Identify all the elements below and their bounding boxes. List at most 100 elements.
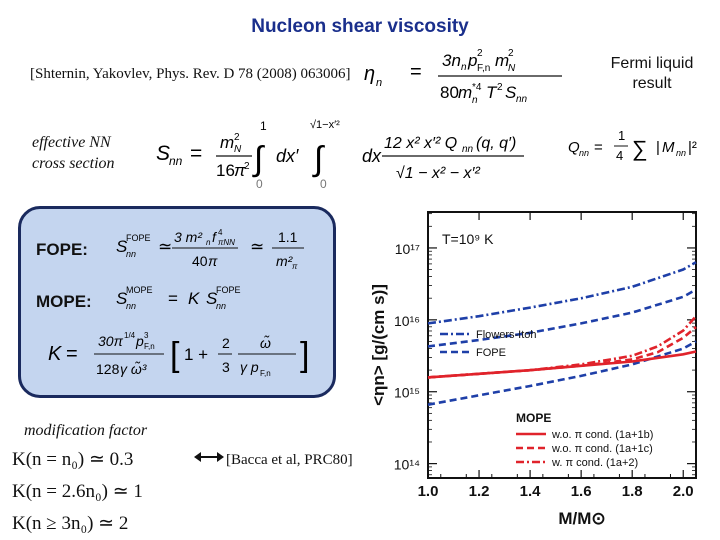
- svg-text:p: p: [467, 51, 477, 70]
- svg-text:≃: ≃: [250, 237, 264, 256]
- svg-text:12 x² x′² Q: 12 x² x′² Q: [384, 135, 457, 152]
- svg-text:2: 2: [234, 132, 240, 143]
- svg-text:3: 3: [144, 331, 149, 340]
- svg-text:nn: nn: [216, 301, 226, 311]
- svg-text:nn: nn: [579, 148, 589, 158]
- svg-text:]: ]: [300, 336, 309, 374]
- svg-text:0: 0: [320, 177, 327, 191]
- snn-formula: S nn = m 2 N 16 π 2 1 ∫ 0 dx′ √1−x′² ∫ 0…: [156, 119, 524, 191]
- svg-text:F,n: F,n: [144, 342, 155, 351]
- svg-text:2: 2: [222, 335, 230, 351]
- svg-text:|: |: [656, 139, 660, 156]
- svg-text:=: =: [594, 139, 603, 156]
- svg-text:2: 2: [497, 82, 503, 93]
- svg-text:ω̃: ω̃: [260, 335, 271, 351]
- svg-text:√1 − x² − x′²: √1 − x² − x′²: [396, 165, 480, 182]
- legend-entry: w.o. π cond. (1a+1b): [551, 429, 653, 441]
- svg-text:MOPE: MOPE: [126, 285, 153, 295]
- legend-entry: Flowers-Itoh: [476, 329, 537, 341]
- svg-text:S: S: [116, 237, 128, 256]
- qnn-formula: Q nn = 1 4 ∑ | M nn |²: [568, 128, 697, 163]
- reference-bacca: [Bacca et al, PRC80]: [226, 452, 353, 468]
- legend-entry: FOPE: [476, 347, 506, 359]
- svg-text:128: 128: [96, 361, 120, 377]
- y-tick-label: 10¹⁴: [394, 457, 420, 473]
- svg-text:nn: nn: [126, 301, 136, 311]
- svg-text:1/4: 1/4: [124, 331, 136, 340]
- svg-text:30π: 30π: [98, 333, 124, 349]
- svg-text:m: m: [495, 51, 509, 70]
- svg-text:∫: ∫: [312, 140, 325, 178]
- svg-text:FOPE: FOPE: [216, 285, 241, 295]
- x-tick-label: 1.8: [622, 483, 643, 500]
- fermi-line-1: Fermi liquid: [610, 55, 694, 72]
- fope-formula: S FOPE nn ≃ 3 m² n f 4 πNN 40 π ≃ 1.1 m²…: [116, 228, 304, 271]
- svg-text:(q, q′): (q, q′): [476, 135, 516, 152]
- legend-title-mope: MOPE: [516, 411, 551, 425]
- svg-text:nn: nn: [516, 94, 528, 105]
- svg-text:dx: dx: [362, 146, 382, 166]
- svg-text:=: =: [66, 343, 78, 365]
- svg-text:γ ω̃³: γ ω̃³: [120, 361, 147, 377]
- series-line: [427, 261, 697, 325]
- effective-nn-line-2: cross section: [32, 155, 115, 172]
- viscosity-formula: η n = 3n n p 2 F,n m 2 N 80 m *4 n T 2 S…: [364, 48, 562, 106]
- svg-text:≃: ≃: [158, 237, 172, 256]
- temperature-annotation: T=10⁹ K: [442, 231, 494, 247]
- svg-text:=: =: [190, 142, 202, 165]
- x-tick-label: 1.2: [469, 483, 490, 500]
- fope-label: FOPE:: [36, 240, 88, 259]
- svg-text:3: 3: [222, 359, 230, 375]
- svg-text:S: S: [505, 83, 517, 102]
- svg-text:γ p: γ p: [240, 359, 259, 375]
- svg-text:πNN: πNN: [218, 238, 235, 247]
- y-tick-label: 10¹⁵: [394, 385, 420, 401]
- k-value-n0: K(n = n₀) ≃ 0.3: [12, 449, 134, 470]
- svg-text:T: T: [486, 83, 498, 102]
- viscosity-chart: 1.0 1.2 1.4 1.6 1.8 2.0 10¹⁴ 10¹⁵ 10¹⁶ 10¹⁷ M/M⊙ <η…: [369, 211, 697, 528]
- svg-text:π: π: [234, 161, 246, 180]
- svg-text:1 +: 1 +: [184, 345, 208, 364]
- svg-text:K: K: [48, 343, 63, 365]
- svg-text:4: 4: [616, 148, 623, 163]
- modification-factor-label: modification factor: [24, 422, 148, 439]
- svg-text:S: S: [116, 289, 128, 308]
- svg-text:F,n: F,n: [477, 63, 490, 74]
- legend-entry: w. π cond. (1a+2): [551, 457, 638, 469]
- svg-text:nn: nn: [169, 154, 183, 168]
- svg-text:FOPE: FOPE: [126, 233, 151, 243]
- svg-text:S: S: [206, 289, 218, 308]
- y-tick-label: 10¹⁷: [395, 241, 420, 257]
- svg-text:K: K: [188, 289, 200, 308]
- k-value-3n0: K(n ≥ 3n₀) ≃ 2: [12, 513, 129, 534]
- fermi-liquid-note: Fermi liquid result: [596, 54, 708, 94]
- svg-text:n: n: [461, 62, 467, 73]
- k-factor-formula: K = 30π 1/4 p 3 F,n 128 γ ω̃³ [ 1 + 2 3 …: [48, 331, 309, 378]
- svg-text:n: n: [206, 238, 211, 247]
- effective-nn-line-1: effective NN: [32, 134, 111, 151]
- x-tick-label: 1.0: [418, 483, 439, 500]
- x-axis-label: M/M⊙: [558, 509, 605, 528]
- svg-text:√1−x′²: √1−x′²: [310, 119, 340, 131]
- series-line: [427, 315, 697, 379]
- k-value-2p6n0: K(n = 2.6n₀) ≃ 1: [12, 481, 143, 502]
- svg-text:4: 4: [218, 228, 223, 237]
- svg-text:∫: ∫: [252, 140, 265, 178]
- svg-text:1: 1: [618, 128, 625, 143]
- x-tick-label: 1.6: [571, 483, 592, 500]
- svg-text:p: p: [135, 333, 144, 349]
- svg-text:nn: nn: [676, 148, 686, 158]
- svg-text:n: n: [376, 77, 382, 89]
- legend-entry: w.o. π cond. (1a+1c): [551, 443, 653, 455]
- effective-nn-note: effective NN cross section: [32, 132, 115, 174]
- svg-text:f: f: [212, 229, 218, 245]
- x-tick-label: 2.0: [673, 483, 694, 500]
- svg-text:|²: |²: [688, 139, 697, 156]
- y-tick-label: 10¹⁶: [394, 313, 420, 329]
- svg-text:m²: m²: [276, 253, 294, 269]
- series-line: [427, 288, 697, 348]
- fermi-line-2: result: [632, 75, 672, 92]
- series-line: [427, 340, 697, 406]
- double-arrow-icon: [194, 452, 224, 462]
- svg-text:[: [: [170, 336, 180, 374]
